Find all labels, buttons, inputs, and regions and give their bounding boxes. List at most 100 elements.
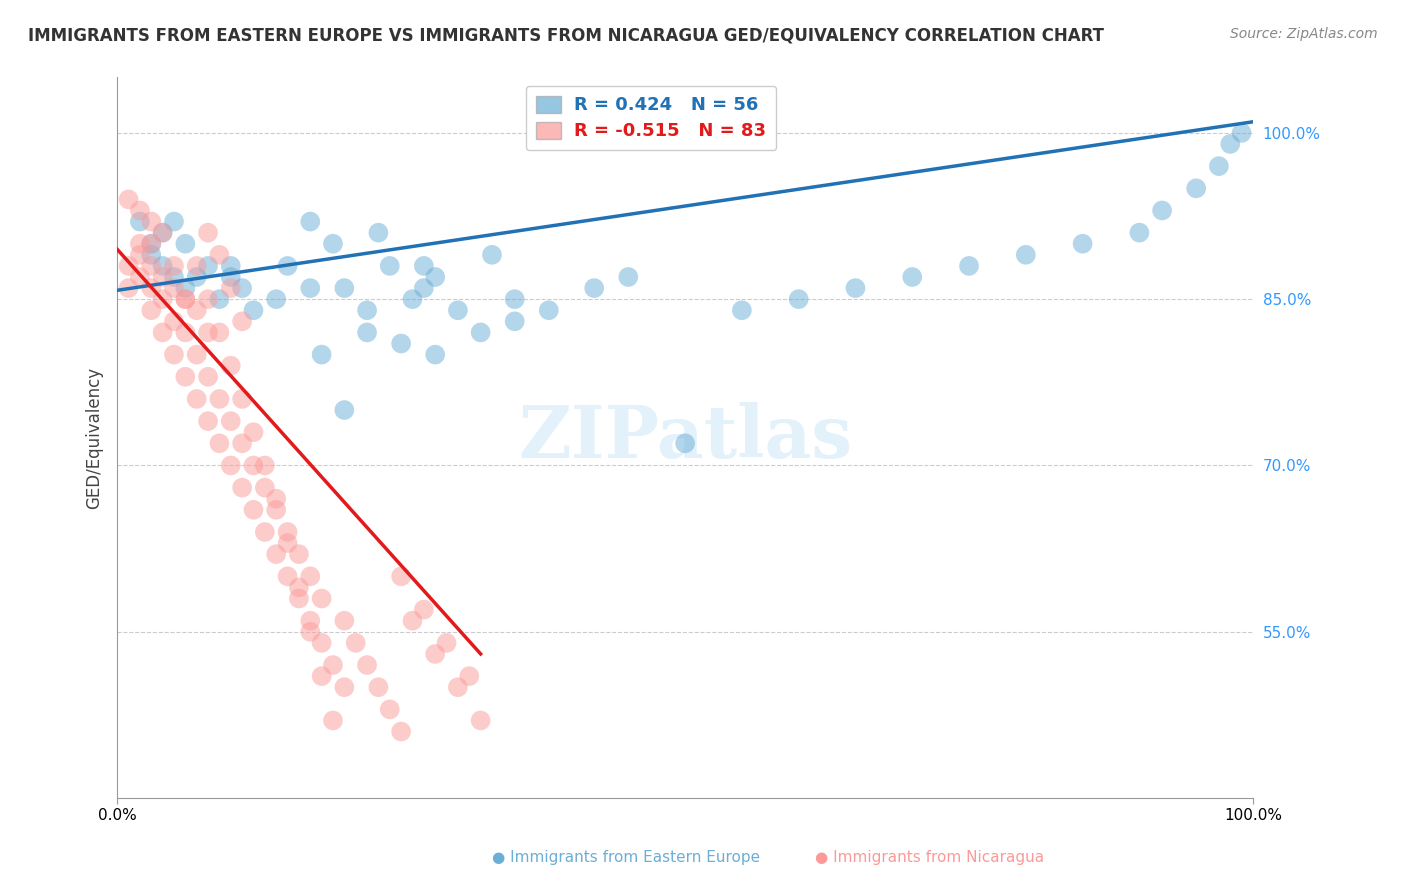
Point (174, 326, 197, 340)
Point (299, 281, 322, 295)
Point (425, 647, 447, 661)
Point (1015, 248, 1038, 262)
Point (264, 292, 287, 306)
Point (231, 281, 253, 295)
Point (333, 403, 356, 417)
Point (389, 336, 412, 351)
Point (141, 259, 163, 273)
Point (458, 669, 481, 683)
Point (208, 248, 231, 262)
Point (129, 248, 152, 262)
Text: ZIPatlas: ZIPatlas (517, 402, 852, 474)
Point (163, 348, 186, 362)
Point (219, 259, 242, 273)
Point (231, 392, 253, 406)
Point (481, 248, 503, 262)
Point (242, 425, 264, 440)
Point (253, 524, 276, 539)
Point (174, 292, 197, 306)
Point (389, 724, 412, 739)
Point (141, 236, 163, 251)
Point (152, 226, 174, 240)
Point (447, 680, 470, 694)
Point (333, 281, 356, 295)
Point (264, 491, 287, 506)
Point (333, 680, 356, 694)
Point (152, 226, 174, 240)
Point (344, 636, 367, 650)
Point (787, 292, 810, 306)
Point (401, 292, 423, 306)
Point (174, 369, 197, 384)
Text: ● Immigrants from Nicaragua: ● Immigrants from Nicaragua (815, 850, 1045, 865)
Legend: R = 0.424   N = 56, R = -0.515   N = 83: R = 0.424 N = 56, R = -0.515 N = 83 (526, 86, 776, 151)
Point (186, 270, 208, 285)
Text: ● Immigrants from Eastern Europe: ● Immigrants from Eastern Europe (492, 850, 761, 865)
Point (389, 569, 412, 583)
Point (503, 292, 526, 306)
Point (174, 236, 197, 251)
Point (152, 270, 174, 285)
Point (583, 281, 606, 295)
Point (186, 392, 208, 406)
Point (356, 658, 378, 673)
Point (503, 314, 526, 328)
Point (322, 236, 344, 251)
Point (197, 226, 219, 240)
Point (264, 547, 287, 561)
Point (1219, 136, 1241, 151)
Point (299, 614, 322, 628)
Point (129, 203, 152, 218)
Point (219, 270, 242, 285)
Point (152, 259, 174, 273)
Point (129, 236, 152, 251)
Point (141, 248, 163, 262)
Point (367, 680, 389, 694)
Point (208, 326, 231, 340)
Point (311, 591, 333, 606)
Point (367, 226, 389, 240)
Text: Source: ZipAtlas.com: Source: ZipAtlas.com (1230, 27, 1378, 41)
Point (242, 303, 264, 318)
Point (253, 458, 276, 473)
Point (174, 281, 197, 295)
Point (412, 259, 434, 273)
Point (117, 259, 139, 273)
Point (1128, 226, 1150, 240)
Point (447, 303, 470, 318)
Point (129, 270, 152, 285)
Point (299, 624, 322, 639)
Point (231, 436, 253, 450)
Point (242, 503, 264, 517)
Point (1071, 236, 1094, 251)
Point (231, 314, 253, 328)
Point (311, 348, 333, 362)
Point (219, 458, 242, 473)
Point (208, 392, 231, 406)
Point (617, 270, 640, 285)
Point (219, 414, 242, 428)
Point (1185, 181, 1208, 195)
Point (1230, 126, 1253, 140)
Point (163, 314, 186, 328)
Point (277, 524, 299, 539)
Point (186, 303, 208, 318)
Point (186, 259, 208, 273)
Point (117, 281, 139, 295)
Point (197, 259, 219, 273)
Point (152, 326, 174, 340)
Point (322, 658, 344, 673)
Point (152, 292, 174, 306)
Point (277, 259, 299, 273)
Point (299, 214, 322, 228)
Point (322, 714, 344, 728)
Point (425, 348, 447, 362)
Point (242, 458, 264, 473)
Point (174, 292, 197, 306)
Point (197, 326, 219, 340)
Text: IMMIGRANTS FROM EASTERN EUROPE VS IMMIGRANTS FROM NICARAGUA GED/EQUIVALENCY CORR: IMMIGRANTS FROM EASTERN EUROPE VS IMMIGR… (28, 27, 1104, 45)
Point (163, 214, 186, 228)
Point (436, 636, 458, 650)
Point (208, 436, 231, 450)
Point (277, 536, 299, 550)
